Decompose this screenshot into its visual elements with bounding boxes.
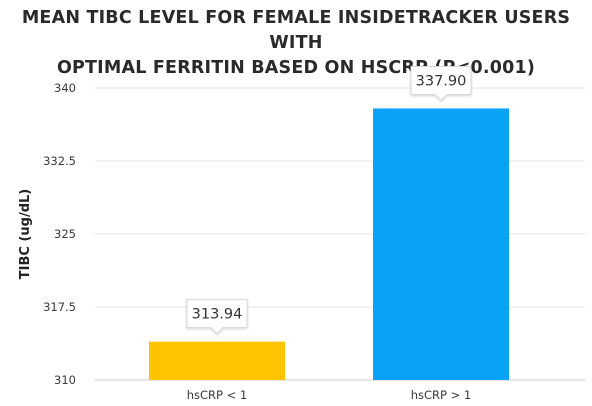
data-label-box [410,65,472,102]
y-tick-label: 332.5 [43,154,76,168]
y-axis-ticks: 310 317.5 325 332.5 340 [43,81,76,387]
data-label-box [186,299,248,335]
y-axis-label: TIBC (ug/dL) [18,189,33,279]
data-labels: 313.94 337.90 [186,65,472,335]
x-tick-label: hsCRP > 1 [411,388,472,402]
x-axis-ticks: hsCRP < 1 hsCRP > 1 [187,388,472,402]
y-tick-label: 317.5 [43,300,76,314]
bar [149,341,285,380]
data-label: 313.94 [186,299,248,335]
y-tick-label: 310 [54,373,76,387]
bar [373,108,509,380]
x-tick-label: hsCRP < 1 [187,388,248,402]
gridlines [95,87,585,381]
y-tick-label: 325 [54,227,76,241]
chart-title-line-1: MEAN TIBC LEVEL FOR FEMALE INSIDETRACKER… [21,8,571,53]
bars [149,108,509,380]
data-label: 337.90 [410,65,472,102]
y-tick-label: 340 [54,81,76,95]
data-label-text: 337.90 [416,73,467,89]
data-label-text: 313.94 [192,307,243,323]
